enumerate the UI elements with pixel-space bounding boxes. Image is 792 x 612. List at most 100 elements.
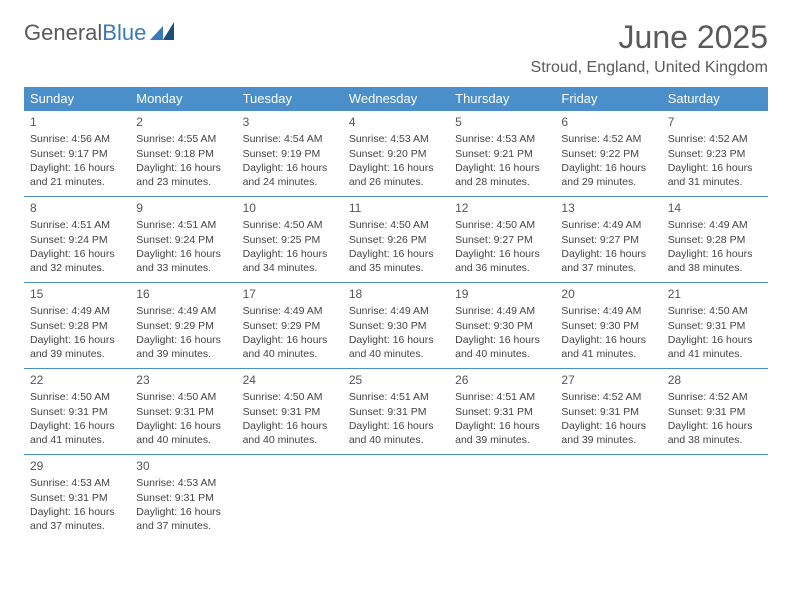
daylight-line: Daylight: 16 hours and 37 minutes. [30, 505, 124, 533]
sunrise-line: Sunrise: 4:53 AM [30, 476, 124, 490]
day-number: 21 [668, 286, 762, 302]
sunrise-line: Sunrise: 4:52 AM [668, 390, 762, 404]
day-number: 12 [455, 200, 549, 216]
calendar-day-cell: 3Sunrise: 4:54 AMSunset: 9:19 PMDaylight… [237, 111, 343, 197]
calendar-week-row: 15Sunrise: 4:49 AMSunset: 9:28 PMDayligh… [24, 283, 768, 369]
day-number: 17 [243, 286, 337, 302]
sunset-line: Sunset: 9:28 PM [30, 319, 124, 333]
sunrise-line: Sunrise: 4:49 AM [30, 304, 124, 318]
sunrise-line: Sunrise: 4:53 AM [136, 476, 230, 490]
daylight-line: Daylight: 16 hours and 37 minutes. [561, 247, 655, 275]
sunrise-line: Sunrise: 4:50 AM [243, 390, 337, 404]
daylight-line: Daylight: 16 hours and 35 minutes. [349, 247, 443, 275]
day-number: 8 [30, 200, 124, 216]
sunrise-line: Sunrise: 4:50 AM [349, 218, 443, 232]
sunset-line: Sunset: 9:31 PM [561, 405, 655, 419]
day-header: Friday [555, 87, 661, 111]
sunrise-line: Sunrise: 4:49 AM [136, 304, 230, 318]
month-title: June 2025 [531, 20, 768, 55]
sunset-line: Sunset: 9:31 PM [668, 405, 762, 419]
daylight-line: Daylight: 16 hours and 31 minutes. [668, 161, 762, 189]
day-header: Thursday [449, 87, 555, 111]
calendar-day-cell [662, 455, 768, 541]
day-number: 24 [243, 372, 337, 388]
day-number: 18 [349, 286, 443, 302]
day-number: 14 [668, 200, 762, 216]
sunrise-line: Sunrise: 4:50 AM [30, 390, 124, 404]
calendar-day-cell: 10Sunrise: 4:50 AMSunset: 9:25 PMDayligh… [237, 197, 343, 283]
sunset-line: Sunset: 9:26 PM [349, 233, 443, 247]
calendar-day-cell: 13Sunrise: 4:49 AMSunset: 9:27 PMDayligh… [555, 197, 661, 283]
day-header: Saturday [662, 87, 768, 111]
sunset-line: Sunset: 9:31 PM [136, 405, 230, 419]
calendar-week-row: 8Sunrise: 4:51 AMSunset: 9:24 PMDaylight… [24, 197, 768, 283]
sunset-line: Sunset: 9:17 PM [30, 147, 124, 161]
calendar-day-cell: 1Sunrise: 4:56 AMSunset: 9:17 PMDaylight… [24, 111, 130, 197]
sunrise-line: Sunrise: 4:49 AM [349, 304, 443, 318]
calendar-day-cell: 8Sunrise: 4:51 AMSunset: 9:24 PMDaylight… [24, 197, 130, 283]
day-number: 28 [668, 372, 762, 388]
daylight-line: Daylight: 16 hours and 33 minutes. [136, 247, 230, 275]
day-number: 5 [455, 114, 549, 130]
daylight-line: Daylight: 16 hours and 38 minutes. [668, 247, 762, 275]
calendar-day-cell: 27Sunrise: 4:52 AMSunset: 9:31 PMDayligh… [555, 369, 661, 455]
sunrise-line: Sunrise: 4:52 AM [561, 390, 655, 404]
sunrise-line: Sunrise: 4:49 AM [561, 304, 655, 318]
daylight-line: Daylight: 16 hours and 40 minutes. [136, 419, 230, 447]
calendar-day-cell: 25Sunrise: 4:51 AMSunset: 9:31 PMDayligh… [343, 369, 449, 455]
day-number: 30 [136, 458, 230, 474]
day-header: Sunday [24, 87, 130, 111]
daylight-line: Daylight: 16 hours and 28 minutes. [455, 161, 549, 189]
day-number: 20 [561, 286, 655, 302]
sunset-line: Sunset: 9:30 PM [561, 319, 655, 333]
sunset-line: Sunset: 9:25 PM [243, 233, 337, 247]
sunrise-line: Sunrise: 4:54 AM [243, 132, 337, 146]
logo-mark-icon [150, 20, 176, 46]
daylight-line: Daylight: 16 hours and 40 minutes. [243, 419, 337, 447]
calendar-table: Sunday Monday Tuesday Wednesday Thursday… [24, 87, 768, 541]
calendar-day-cell [555, 455, 661, 541]
sunset-line: Sunset: 9:30 PM [455, 319, 549, 333]
day-header-row: Sunday Monday Tuesday Wednesday Thursday… [24, 87, 768, 111]
calendar-day-cell: 15Sunrise: 4:49 AMSunset: 9:28 PMDayligh… [24, 283, 130, 369]
day-number: 9 [136, 200, 230, 216]
day-number: 13 [561, 200, 655, 216]
day-number: 19 [455, 286, 549, 302]
calendar-day-cell: 4Sunrise: 4:53 AMSunset: 9:20 PMDaylight… [343, 111, 449, 197]
daylight-line: Daylight: 16 hours and 21 minutes. [30, 161, 124, 189]
day-number: 23 [136, 372, 230, 388]
sunrise-line: Sunrise: 4:50 AM [455, 218, 549, 232]
daylight-line: Daylight: 16 hours and 39 minutes. [455, 419, 549, 447]
calendar-day-cell: 20Sunrise: 4:49 AMSunset: 9:30 PMDayligh… [555, 283, 661, 369]
daylight-line: Daylight: 16 hours and 40 minutes. [349, 419, 443, 447]
daylight-line: Daylight: 16 hours and 34 minutes. [243, 247, 337, 275]
sunset-line: Sunset: 9:29 PM [243, 319, 337, 333]
sunrise-line: Sunrise: 4:53 AM [455, 132, 549, 146]
daylight-line: Daylight: 16 hours and 40 minutes. [243, 333, 337, 361]
sunrise-line: Sunrise: 4:55 AM [136, 132, 230, 146]
daylight-line: Daylight: 16 hours and 36 minutes. [455, 247, 549, 275]
daylight-line: Daylight: 16 hours and 23 minutes. [136, 161, 230, 189]
sunset-line: Sunset: 9:31 PM [455, 405, 549, 419]
daylight-line: Daylight: 16 hours and 37 minutes. [136, 505, 230, 533]
day-number: 25 [349, 372, 443, 388]
calendar-day-cell: 29Sunrise: 4:53 AMSunset: 9:31 PMDayligh… [24, 455, 130, 541]
daylight-line: Daylight: 16 hours and 39 minutes. [136, 333, 230, 361]
sunset-line: Sunset: 9:31 PM [136, 491, 230, 505]
location-text: Stroud, England, United Kingdom [531, 59, 768, 77]
daylight-line: Daylight: 16 hours and 29 minutes. [561, 161, 655, 189]
sunset-line: Sunset: 9:20 PM [349, 147, 443, 161]
sunset-line: Sunset: 9:31 PM [243, 405, 337, 419]
daylight-line: Daylight: 16 hours and 32 minutes. [30, 247, 124, 275]
day-header: Tuesday [237, 87, 343, 111]
sunset-line: Sunset: 9:31 PM [30, 491, 124, 505]
sunrise-line: Sunrise: 4:51 AM [30, 218, 124, 232]
logo-text-2: Blue [102, 20, 146, 46]
sunset-line: Sunset: 9:23 PM [668, 147, 762, 161]
calendar-day-cell: 16Sunrise: 4:49 AMSunset: 9:29 PMDayligh… [130, 283, 236, 369]
calendar-day-cell: 17Sunrise: 4:49 AMSunset: 9:29 PMDayligh… [237, 283, 343, 369]
header: GeneralBlue June 2025 Stroud, England, U… [24, 20, 768, 77]
calendar-week-row: 1Sunrise: 4:56 AMSunset: 9:17 PMDaylight… [24, 111, 768, 197]
sunset-line: Sunset: 9:27 PM [561, 233, 655, 247]
day-number: 11 [349, 200, 443, 216]
